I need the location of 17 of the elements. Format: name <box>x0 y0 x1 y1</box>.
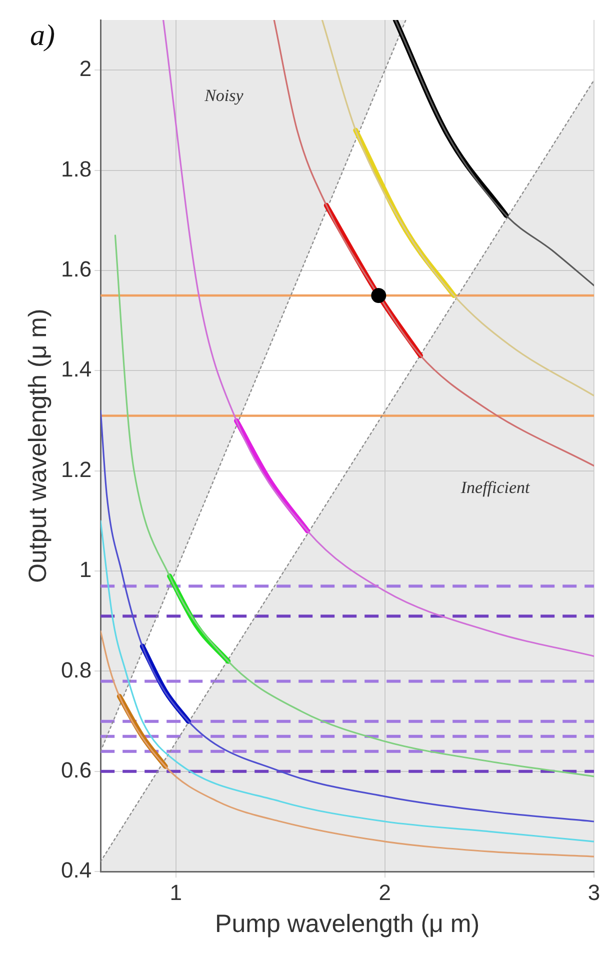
y-tick-label: 1.2 <box>60 456 92 482</box>
y-tick-label: 0.4 <box>60 858 92 883</box>
y-tick-label: 1 <box>79 557 92 582</box>
annotation: Noisy <box>204 86 244 106</box>
annotation: Inefficient <box>460 478 532 497</box>
y-tick-label: 1.8 <box>60 156 92 182</box>
x-tick-label: 1 <box>170 880 182 905</box>
x-tick-label: 2 <box>378 880 392 905</box>
x-tick-label: 3 <box>588 880 600 905</box>
y-tick-label: 2 <box>79 56 92 82</box>
y-tick-label: 0.6 <box>60 757 92 782</box>
y-tick-label: 0.8 <box>60 657 92 682</box>
chart-title: a) <box>30 18 55 52</box>
x-axis-title: Pump wavelength (μ m) <box>215 910 480 938</box>
y-tick-label: 1.6 <box>60 256 92 282</box>
y-tick-label: 1.4 <box>60 356 92 382</box>
y-axis-title: Output wavelength (μ m) <box>24 308 52 583</box>
